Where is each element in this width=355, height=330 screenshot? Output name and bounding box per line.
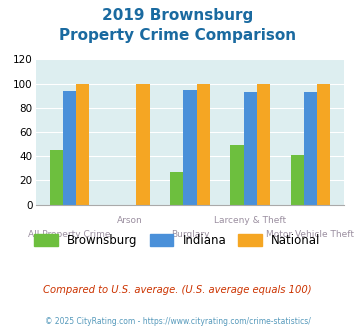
Text: Compared to U.S. average. (U.S. average equals 100): Compared to U.S. average. (U.S. average …: [43, 285, 312, 295]
Bar: [183, 90, 197, 205]
Legend: Brownsburg, Indiana, National: Brownsburg, Indiana, National: [29, 229, 326, 251]
Bar: [136, 83, 149, 205]
Bar: [197, 83, 210, 205]
Text: Burglary: Burglary: [171, 230, 209, 239]
Bar: [257, 83, 270, 205]
Text: All Property Crime: All Property Crime: [28, 230, 111, 239]
Bar: [244, 92, 257, 205]
Text: Motor Vehicle Theft: Motor Vehicle Theft: [267, 230, 354, 239]
Text: Property Crime Comparison: Property Crime Comparison: [59, 28, 296, 43]
Text: Larceny & Theft: Larceny & Theft: [214, 216, 286, 225]
Bar: [63, 91, 76, 205]
Bar: [76, 83, 89, 205]
Text: 2019 Brownsburg: 2019 Brownsburg: [102, 8, 253, 23]
Bar: [304, 92, 317, 205]
Text: © 2025 CityRating.com - https://www.cityrating.com/crime-statistics/: © 2025 CityRating.com - https://www.city…: [45, 317, 310, 326]
Bar: [230, 145, 244, 205]
Bar: [290, 155, 304, 205]
Bar: [317, 83, 330, 205]
Bar: [50, 150, 63, 205]
Text: Arson: Arson: [117, 216, 143, 225]
Bar: [170, 172, 183, 205]
